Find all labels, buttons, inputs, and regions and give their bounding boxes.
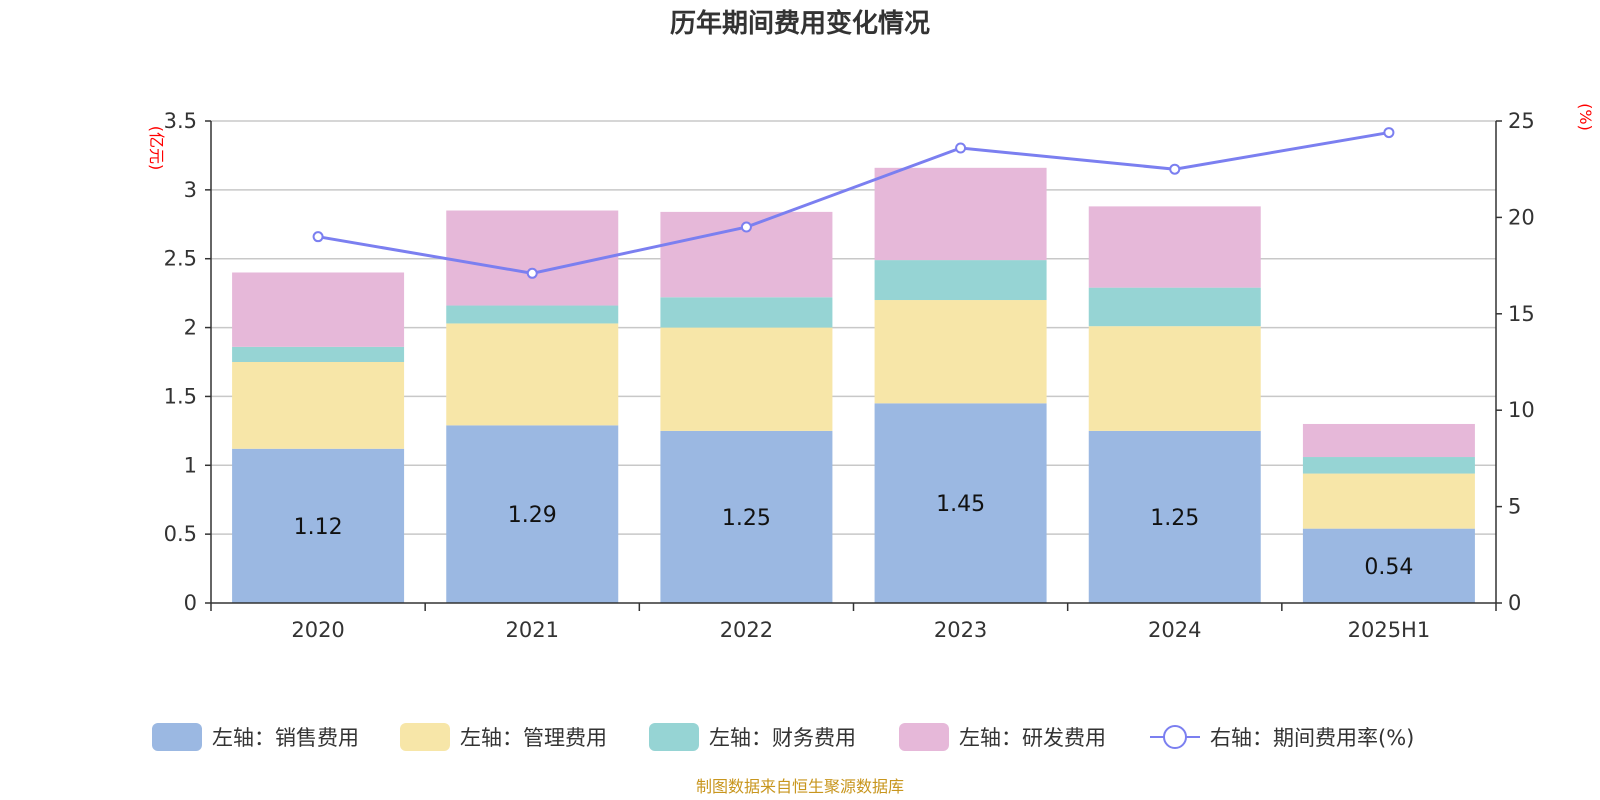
- source-note: 制图数据来自恒生聚源数据库: [696, 777, 904, 796]
- x-tick-label: 2021: [506, 618, 559, 642]
- left-tick-label: 1.5: [164, 384, 197, 408]
- x-tick-label: 2025H1: [1348, 618, 1431, 642]
- bar-segment: [1302, 473, 1475, 529]
- bar-data-label: 0.54: [1364, 555, 1413, 580]
- bar-data-label: 1.25: [1150, 506, 1199, 531]
- legend-label: 左轴：研发费用: [959, 726, 1106, 750]
- left-tick-label: 3: [184, 178, 197, 202]
- bar-segment: [446, 425, 619, 603]
- bar-segment: [660, 327, 833, 431]
- bar-data-label: 1.25: [722, 506, 771, 531]
- left-tick-label: 1: [184, 453, 197, 477]
- left-axis-unit: (亿元): [147, 126, 166, 171]
- axes: 0 0.5 1 1.5 2 2.5 3 3.5 0 5 10 15 20 25 2020 2021 2022 20…: [164, 109, 1535, 642]
- legend-label: 右轴：期间费用率(%): [1210, 726, 1414, 750]
- grid-lines: [211, 120, 1496, 535]
- bar-segment: [1302, 528, 1475, 603]
- x-tick-label: 2022: [720, 618, 773, 642]
- expense-rate-line: [317, 131, 1390, 275]
- bar-segment: [1088, 206, 1261, 288]
- bar-segment: [232, 362, 405, 449]
- expense-rate-point: [312, 231, 324, 243]
- bar-segment: [446, 305, 619, 324]
- bar-data-label: 1.29: [508, 503, 557, 528]
- bar-segment: [232, 272, 405, 347]
- legend-label: 左轴：财务费用: [709, 726, 856, 750]
- x-tick-label: 2020: [291, 618, 344, 642]
- left-tick-label: 0: [184, 591, 197, 615]
- legend-point-marker: [1163, 725, 1187, 749]
- right-tick-label: 5: [1508, 495, 1521, 519]
- legend-swatch: [649, 723, 699, 751]
- left-tick-label: 3.5: [164, 109, 197, 133]
- expense-rate-point: [1383, 127, 1395, 139]
- bar-series: [232, 167, 1475, 603]
- bar-segment: [874, 167, 1047, 261]
- legend-swatch: [400, 723, 450, 751]
- x-tick-label: 2023: [934, 618, 987, 642]
- legend: 左轴：销售费用 左轴：管理费用 左轴：财务费用 左轴：研发费用 右轴：期间费用率(%): [152, 723, 1414, 751]
- expense-rate-point: [740, 221, 752, 233]
- legend-label: 左轴：销售费用: [212, 726, 359, 750]
- x-tick-label: 2024: [1148, 618, 1201, 642]
- bar-data-label: 1.12: [294, 515, 343, 540]
- left-tick-label: 2: [184, 316, 197, 340]
- right-tick-label: 0: [1508, 591, 1521, 615]
- bar-segment: [1302, 423, 1475, 458]
- line-series: [312, 127, 1395, 279]
- bar-segment: [1088, 326, 1261, 431]
- bar-segment: [446, 210, 619, 306]
- right-tick-label: 25: [1508, 109, 1535, 133]
- data-labels: 1.12 1.29 1.25 1.45 1.25 0.54: [294, 492, 1414, 580]
- legend-swatch: [152, 723, 202, 751]
- right-tick-label: 10: [1508, 398, 1535, 422]
- bar-segment: [660, 297, 833, 328]
- bar-data-label: 1.45: [936, 492, 985, 517]
- expense-rate-point: [955, 142, 967, 154]
- bar-segment: [874, 403, 1047, 603]
- bar-segment: [874, 300, 1047, 404]
- bar-segment: [660, 430, 833, 603]
- bar-segment: [1088, 287, 1261, 327]
- right-tick-label: 20: [1508, 205, 1535, 229]
- bar-segment: [1088, 430, 1261, 603]
- legend-swatch: [899, 723, 949, 751]
- expense-rate-point: [1169, 163, 1181, 175]
- left-tick-label: 2.5: [164, 247, 197, 271]
- bar-segment: [232, 448, 405, 603]
- bar-segment: [874, 260, 1047, 301]
- bar-segment: [232, 346, 405, 362]
- expense-rate-point: [526, 267, 538, 279]
- left-tick-label: 0.5: [164, 522, 197, 546]
- legend-label: 左轴：管理费用: [460, 726, 607, 750]
- right-tick-label: 15: [1508, 302, 1535, 326]
- chart-title: 历年期间费用变化情况: [670, 8, 930, 39]
- right-axis-unit: (%): [1576, 103, 1595, 131]
- bar-segment: [1302, 457, 1475, 474]
- bar-segment: [446, 323, 619, 426]
